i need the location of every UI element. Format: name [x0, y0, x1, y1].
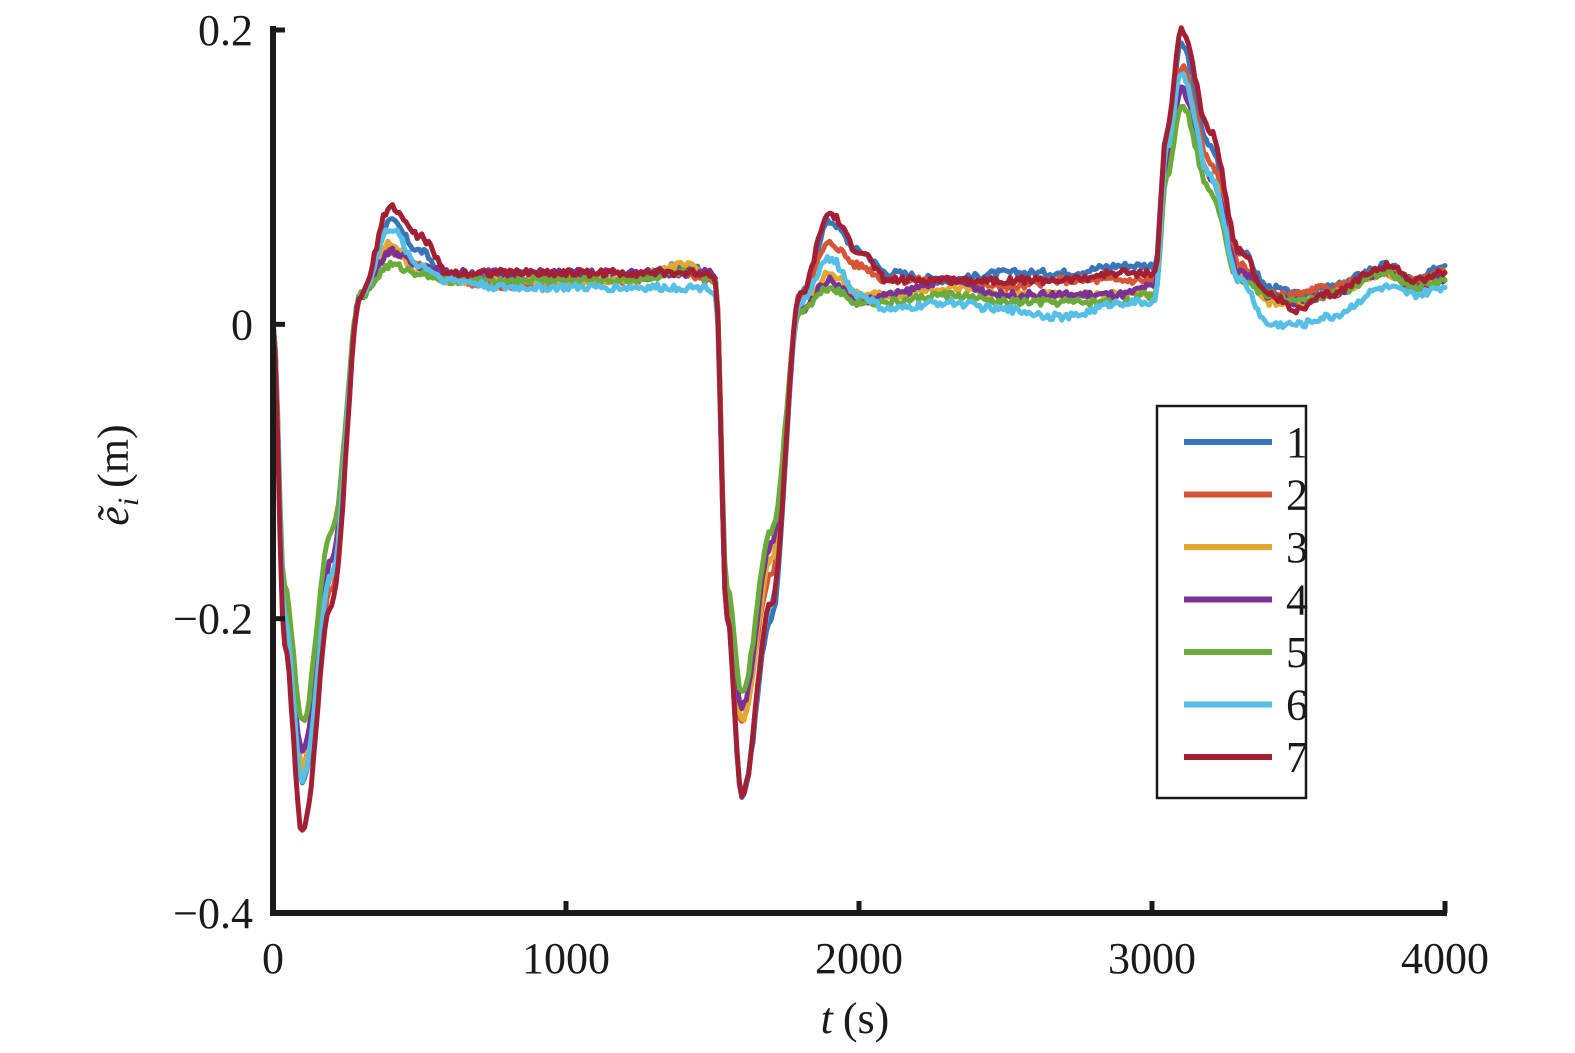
- ticks: 0 1000 2000 3000 4000 −0.4 −0.2 0 0.2: [173, 6, 1489, 983]
- y-tick-label: 0: [231, 300, 253, 349]
- x-tick-label: 1000: [522, 934, 610, 983]
- axis-labels: t (s) ẽi (m): [89, 424, 889, 1043]
- y-axis-sub: i: [112, 498, 145, 506]
- y-tick-label: −0.4: [173, 889, 253, 938]
- y-axis-var: ẽ: [89, 505, 138, 526]
- legend-label-1: 1: [1286, 418, 1308, 467]
- x-axis-unit: (s): [843, 994, 889, 1043]
- x-axis-label: t (s): [821, 994, 890, 1043]
- x-tick-label: 3000: [1108, 934, 1196, 983]
- x-tick-label: 4000: [1401, 934, 1489, 983]
- legend-label-6: 6: [1286, 681, 1308, 730]
- series-line-6: [270, 71, 1448, 795]
- series-layer: [270, 25, 1448, 833]
- x-axis-var: t: [821, 994, 835, 1043]
- legend-label-2: 2: [1286, 471, 1308, 520]
- y-axis-label: ẽi (m): [89, 424, 145, 525]
- x-tick-label: 2000: [815, 934, 903, 983]
- series-line-7: [270, 25, 1448, 833]
- legend-label-3: 3: [1286, 523, 1308, 572]
- legend-label-7: 7: [1286, 733, 1308, 782]
- legend-label-4: 4: [1286, 576, 1308, 625]
- legend-label-5: 5: [1286, 628, 1308, 677]
- y-tick-label: 0.2: [198, 6, 253, 55]
- y-axis-unit: (m): [89, 424, 138, 488]
- y-tick-label: −0.2: [173, 595, 253, 644]
- x-tick-label: 0: [262, 934, 284, 983]
